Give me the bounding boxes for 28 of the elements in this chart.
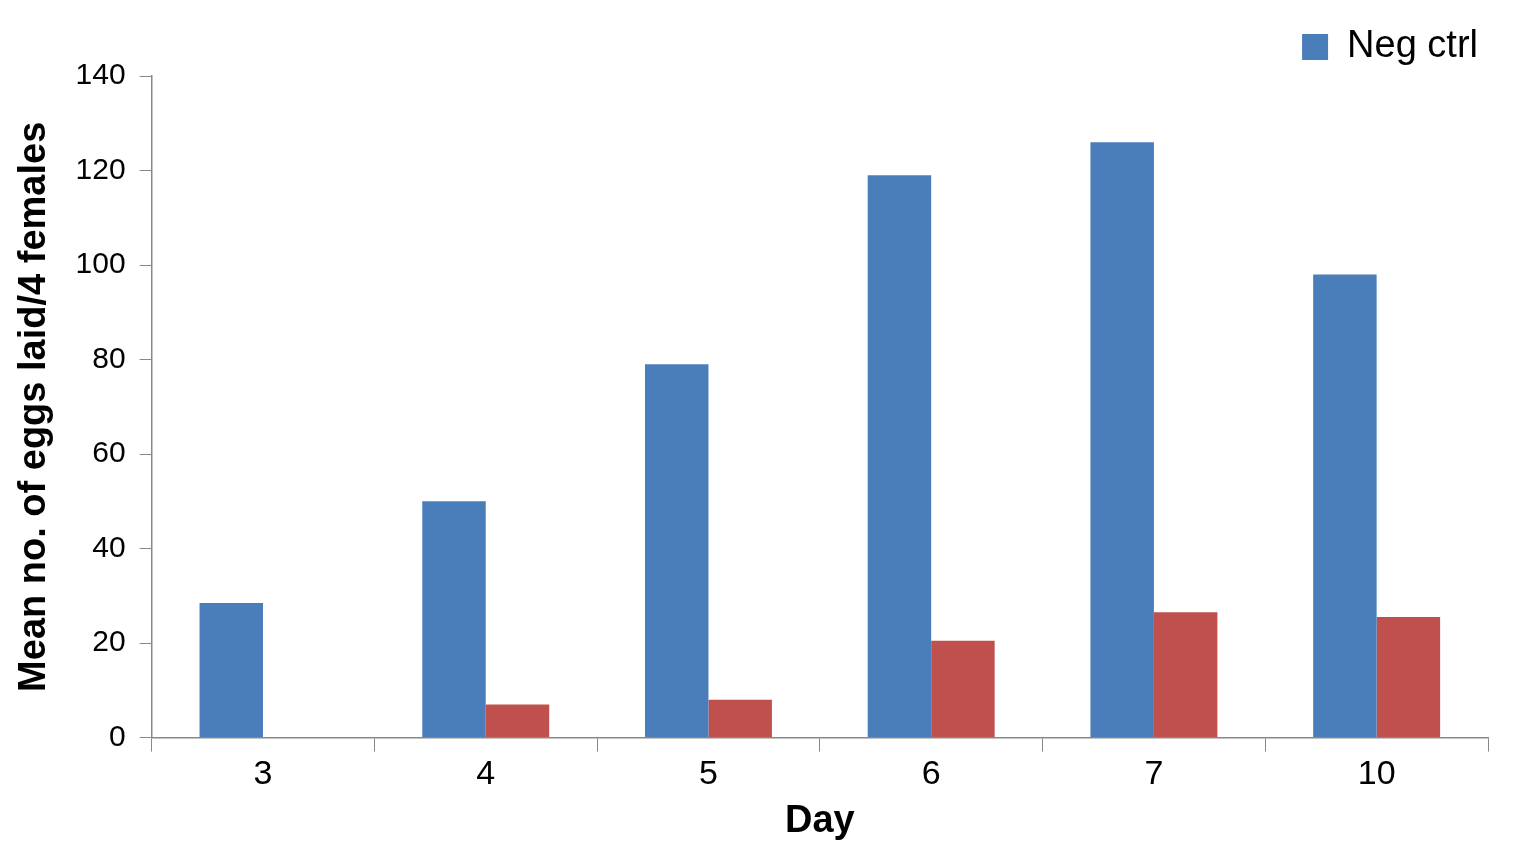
y-tick-label: 140 [75, 57, 126, 91]
bar [1090, 142, 1154, 738]
y-tick-label: 120 [75, 151, 126, 185]
y-axis-title: Mean no. of eggs laid/4 females [11, 121, 54, 692]
bar [708, 699, 772, 738]
y-tick-label: 60 [92, 435, 126, 469]
x-tick-label: 5 [699, 753, 718, 792]
bar [931, 640, 995, 738]
bar [1153, 612, 1218, 738]
bar [199, 602, 264, 738]
bar [1376, 617, 1441, 738]
bar [1313, 274, 1377, 738]
y-tick-label: 40 [92, 529, 126, 563]
bar [644, 364, 709, 738]
x-axis-title: Day [784, 797, 855, 840]
x-tick-label: 7 [1144, 753, 1164, 792]
legend-label: Neg ctrl [1347, 23, 1478, 66]
bar [422, 501, 486, 738]
y-tick-label: 80 [92, 340, 126, 374]
x-tick-label: 6 [921, 753, 941, 792]
y-tick-label: 0 [108, 718, 126, 752]
bar [485, 704, 550, 738]
x-tick-label: 3 [253, 753, 273, 792]
x-tick-label: 10 [1357, 753, 1396, 792]
bar [867, 175, 932, 738]
x-tick-label: 4 [476, 753, 496, 792]
y-tick-label: 20 [92, 624, 126, 658]
y-tick-label: 100 [75, 246, 126, 280]
